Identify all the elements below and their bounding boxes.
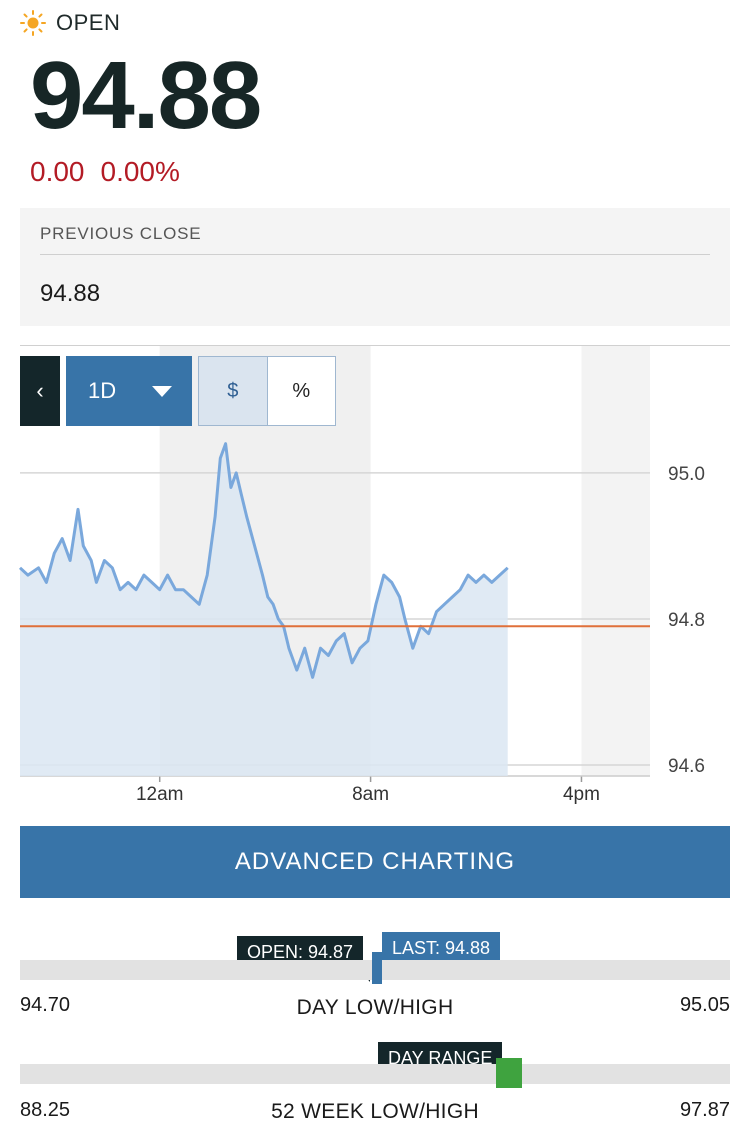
last-price: 94.88 [30,42,262,149]
range-dropdown[interactable]: 1D [66,356,192,426]
day-high: 95.05 [679,994,730,1016]
day-low: 94.70 [20,994,71,1016]
previous-close-panel: PREVIOUS CLOSE 94.88 [20,208,730,326]
x-tick-label: 8am [352,784,389,805]
previous-close-title: PREVIOUS CLOSE [40,224,202,243]
change-value: 0.00 [30,156,85,187]
chevron-left-icon: ‹ [36,378,44,403]
divider [40,254,710,255]
x-tick-label: 12am [136,784,184,805]
last-marker [372,952,382,984]
price-area [20,443,508,776]
x-tick-label: 4pm [563,784,600,805]
y-tick-label: 94.8 [668,610,705,631]
week52-range-track [20,1064,730,1084]
y-tick-label: 94.6 [668,756,705,777]
dollar-mode-button[interactable]: $ [199,357,268,425]
last-flag: LAST: 94.88 [382,932,501,964]
value-mode-toggle: $ % [198,356,336,426]
week52-range-title: 52 WEEK LOW/HIGH [271,1100,479,1123]
change-percent: 0.00% [100,156,180,187]
day-range-marker [496,1058,522,1088]
status-label: OPEN [56,10,121,35]
session-band [581,346,650,776]
week52-low: 88.25 [20,1099,71,1121]
day-range-title: DAY LOW/HIGH [296,996,454,1019]
range-label: 1D [88,378,117,403]
divider [20,345,730,346]
sun-icon [20,10,46,36]
week52-high: 97.87 [679,1099,730,1121]
previous-close-value: 94.88 [40,280,101,307]
caret-down-icon [152,386,172,397]
price-change: 0.00 0.00% [30,156,180,188]
market-status: OPEN [20,8,120,38]
chart-back-button[interactable]: ‹ [20,356,60,426]
percent-mode-button[interactable]: % [267,357,335,425]
y-tick-label: 95.0 [668,464,705,485]
advanced-charting-button[interactable]: ADVANCED CHARTING [20,826,730,898]
